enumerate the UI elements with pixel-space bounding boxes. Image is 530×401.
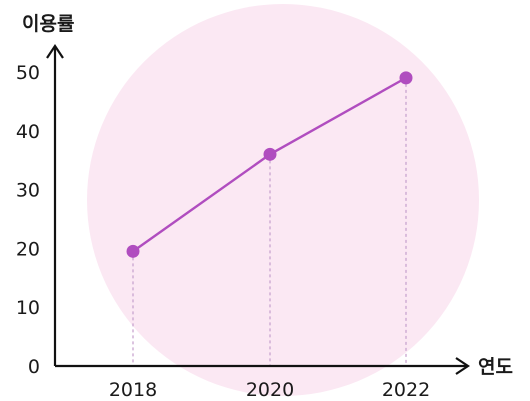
y-tick-labels: 0 10 20 30 40 50 bbox=[16, 62, 40, 378]
x-tick-label: 2022 bbox=[382, 379, 430, 401]
data-point bbox=[263, 147, 277, 161]
data-point bbox=[126, 244, 140, 258]
y-axis-label: 이용률 bbox=[22, 13, 74, 35]
x-axis-arrow bbox=[455, 357, 470, 375]
y-tick-label: 20 bbox=[16, 238, 40, 260]
guide-lines bbox=[132, 77, 407, 366]
x-tick-label: 2018 bbox=[109, 379, 157, 401]
y-tick-label: 50 bbox=[16, 62, 40, 84]
y-tick-label: 10 bbox=[16, 297, 40, 319]
y-tick-label: 0 bbox=[28, 356, 40, 378]
y-tick-label: 40 bbox=[16, 121, 40, 143]
y-axis-arrow bbox=[46, 44, 64, 59]
data-point bbox=[399, 71, 413, 85]
data-points bbox=[126, 71, 413, 258]
background-circle bbox=[87, 4, 479, 396]
x-tick-label: 2020 bbox=[246, 379, 294, 401]
x-tick-labels: 2018 2020 2022 bbox=[109, 379, 430, 401]
y-tick-label: 30 bbox=[16, 180, 40, 202]
x-axis-label: 연도 bbox=[478, 356, 513, 378]
